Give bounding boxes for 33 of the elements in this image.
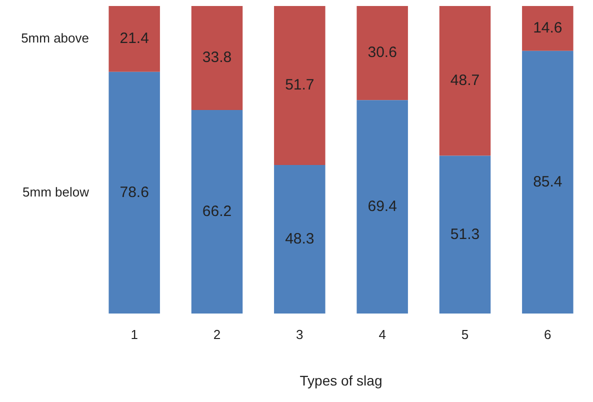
- bar: [274, 6, 326, 166]
- x-tick-label: 1: [130, 326, 138, 342]
- data-label: 85.4: [533, 173, 562, 190]
- bar: [191, 6, 243, 110]
- series-label: 5mm above: [21, 30, 89, 46]
- data-label: 48.3: [285, 230, 314, 248]
- bar: [522, 50, 574, 314]
- data-label: 14.6: [533, 20, 562, 37]
- data-label: 51.3: [450, 226, 480, 243]
- bar: [439, 156, 491, 314]
- data-label: 51.7: [285, 76, 314, 94]
- bar: [108, 72, 160, 314]
- bar: [522, 6, 574, 51]
- data-label: 33.8: [202, 49, 232, 66]
- x-axis-title: Types of slag: [300, 372, 382, 388]
- x-tick-label: 2: [213, 326, 221, 342]
- data-label: 69.4: [368, 198, 397, 216]
- x-tick-label: 5: [461, 326, 469, 342]
- bar: [356, 6, 408, 100]
- data-label: 78.6: [120, 184, 149, 201]
- bar: [108, 6, 160, 72]
- data-label: 30.6: [368, 44, 397, 62]
- bar: [356, 100, 408, 314]
- series-label: 5mm below: [22, 184, 90, 200]
- data-label: 21.4: [120, 30, 149, 48]
- bar: [274, 165, 326, 314]
- x-tick-label: 3: [296, 326, 304, 342]
- bar: [191, 110, 243, 314]
- x-tick-label: 6: [544, 326, 552, 342]
- bar: [439, 6, 491, 156]
- data-label: 66.2: [202, 202, 232, 220]
- data-label: 48.7: [450, 72, 480, 90]
- x-tick-label: 4: [378, 326, 386, 342]
